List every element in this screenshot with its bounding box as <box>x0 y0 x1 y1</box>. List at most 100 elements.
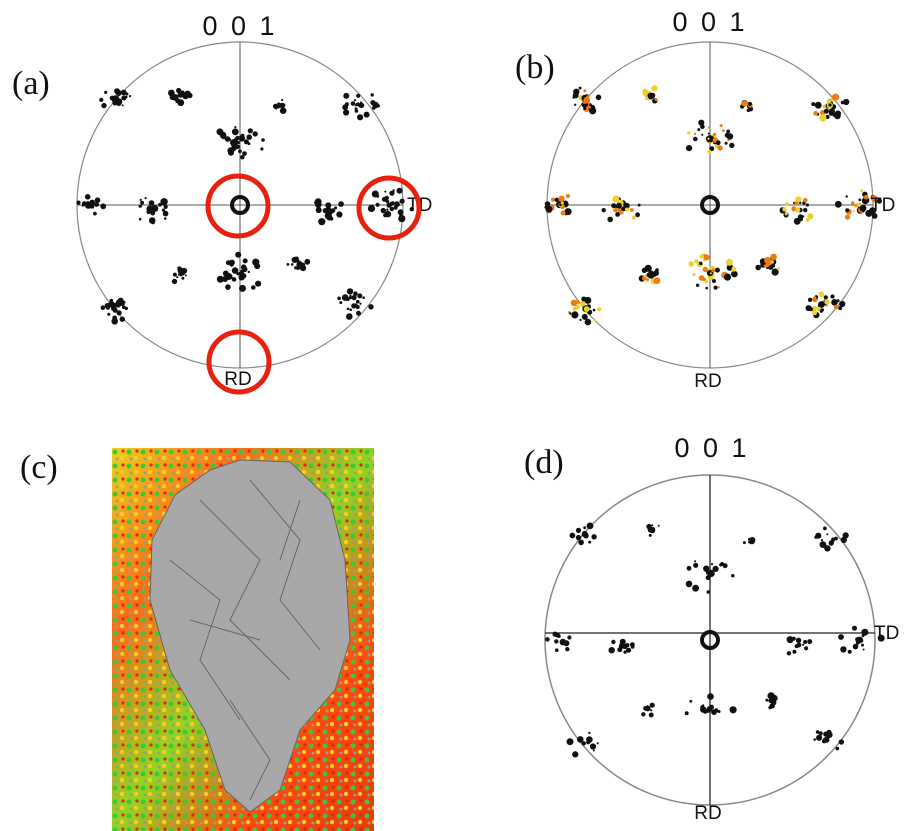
pole-density <box>164 217 167 220</box>
pole-density <box>587 523 594 530</box>
pole-density <box>649 713 654 718</box>
pole-density <box>559 204 562 207</box>
pole-density <box>795 207 800 212</box>
pole-density <box>325 203 328 206</box>
pole-density <box>397 188 403 194</box>
pole-density <box>291 263 294 266</box>
pole-density <box>304 259 310 265</box>
pole-density <box>546 206 553 213</box>
pole-label: 0 0 1 <box>672 7 747 37</box>
pole-density <box>607 217 613 223</box>
pole-density <box>853 644 859 650</box>
pole-density <box>101 103 106 108</box>
pole-density <box>343 93 349 99</box>
pole-density <box>863 649 865 651</box>
pole-density <box>641 712 645 716</box>
pole-density <box>804 646 808 650</box>
pole-density <box>861 644 864 647</box>
pole-density <box>339 301 342 304</box>
pole-density <box>334 206 337 209</box>
pole-density <box>120 317 125 322</box>
panel-label: (a) <box>12 65 50 102</box>
pole-density <box>812 310 817 315</box>
panel-d: (d) 0 0 1 TD RD <box>524 433 899 824</box>
pole-label: 0 0 1 <box>674 433 749 463</box>
pole-density <box>826 305 828 307</box>
pole-density <box>384 191 386 193</box>
pole-density <box>323 208 328 213</box>
pole-density <box>545 637 550 642</box>
pole-density <box>792 650 796 654</box>
rd-label: RD <box>224 369 251 390</box>
pole-density <box>125 96 128 99</box>
pole-density <box>381 208 386 213</box>
pole-density <box>577 736 584 743</box>
pole-density <box>371 93 374 96</box>
pole-density <box>184 91 191 98</box>
pole-density <box>848 650 852 654</box>
pole-density <box>281 99 283 101</box>
pole-density <box>579 319 581 321</box>
pole-density <box>399 214 403 218</box>
pole-density <box>703 566 709 572</box>
pole-density <box>689 700 692 703</box>
pole-density <box>586 95 589 98</box>
pole-density <box>94 202 99 207</box>
pole-density <box>566 194 570 198</box>
pole-density <box>354 99 356 101</box>
pole-density <box>287 263 290 266</box>
pole-density <box>622 644 627 649</box>
pole-density <box>118 298 124 304</box>
pole-density <box>241 134 245 138</box>
pole-density <box>185 274 187 276</box>
pole-density <box>583 526 586 529</box>
pole-density <box>819 114 826 121</box>
pole-density <box>815 533 821 539</box>
pole-density <box>768 706 771 709</box>
pole-density <box>838 306 842 310</box>
pole-density <box>99 98 103 102</box>
pole-density <box>576 535 581 540</box>
pole-density <box>347 308 350 311</box>
pole-density <box>235 252 241 258</box>
pole-density <box>748 102 752 106</box>
pole-density <box>649 534 652 537</box>
pole-density <box>336 211 342 217</box>
pole-density <box>648 94 651 97</box>
pole-density <box>714 708 718 712</box>
pole-density <box>342 104 348 110</box>
pole-density <box>697 128 700 131</box>
pole-density <box>400 199 405 204</box>
pole-density <box>787 651 791 655</box>
pole-density <box>862 634 865 637</box>
pole-density <box>724 274 731 281</box>
pole-density <box>386 209 388 211</box>
pole-density <box>725 133 730 138</box>
pole-density <box>139 204 142 207</box>
pole-density <box>826 731 833 738</box>
pole-density <box>358 103 362 107</box>
pole-density <box>829 540 834 545</box>
pole-density <box>584 306 590 312</box>
pole-density <box>626 648 630 652</box>
pole-density <box>221 134 226 139</box>
pole-density <box>696 284 699 287</box>
pole-density <box>368 205 375 212</box>
pole-density <box>125 307 128 310</box>
pole-density <box>579 87 582 90</box>
pole-density <box>821 308 824 311</box>
pole-density <box>742 100 748 106</box>
pole-density <box>228 150 234 156</box>
pole-density <box>720 124 723 127</box>
pole-density <box>390 207 394 211</box>
pole-density <box>376 203 380 207</box>
pole-density <box>729 143 734 148</box>
pole-density <box>785 202 789 206</box>
pole-density <box>819 291 825 297</box>
pole-density <box>648 527 654 533</box>
pole-density <box>565 647 569 651</box>
pole-density <box>338 201 344 207</box>
pole-density <box>702 704 704 706</box>
pole-density <box>583 97 590 104</box>
pole-density <box>853 210 855 212</box>
